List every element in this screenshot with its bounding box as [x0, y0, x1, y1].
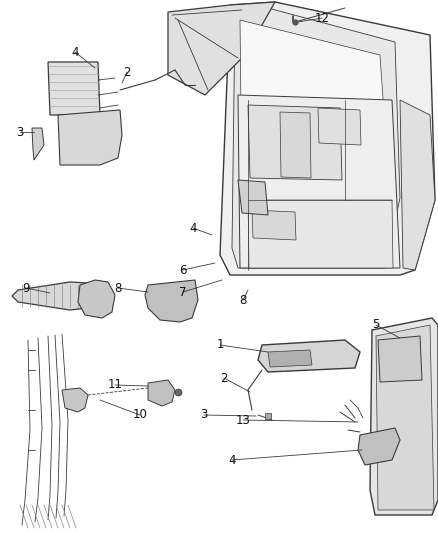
Polygon shape [268, 350, 312, 367]
Bar [408, 128, 414, 134]
Polygon shape [12, 282, 92, 310]
Text: 3: 3 [200, 408, 208, 422]
Polygon shape [78, 280, 115, 318]
Circle shape [382, 437, 388, 443]
Bar [408, 203, 414, 209]
Polygon shape [238, 180, 268, 215]
Polygon shape [220, 2, 435, 275]
Circle shape [367, 439, 373, 445]
Circle shape [382, 344, 389, 351]
Circle shape [414, 367, 421, 374]
Text: 4: 4 [71, 45, 79, 59]
Polygon shape [148, 380, 175, 406]
Circle shape [270, 350, 286, 366]
Circle shape [377, 445, 383, 451]
Bar [410, 153, 416, 159]
Polygon shape [48, 62, 100, 115]
Polygon shape [168, 2, 275, 95]
Text: 12: 12 [314, 12, 329, 25]
Bar [408, 178, 414, 184]
Circle shape [403, 342, 410, 349]
Polygon shape [252, 210, 296, 240]
Circle shape [382, 372, 389, 378]
Polygon shape [378, 336, 422, 382]
Polygon shape [62, 388, 88, 412]
Polygon shape [358, 428, 400, 465]
Text: 5: 5 [372, 319, 380, 332]
Text: 10: 10 [133, 408, 148, 422]
Text: 2: 2 [220, 372, 228, 384]
Polygon shape [248, 105, 342, 180]
Polygon shape [318, 108, 361, 145]
Text: 2: 2 [123, 66, 131, 78]
Polygon shape [238, 95, 400, 268]
Circle shape [184, 306, 192, 314]
Text: 8: 8 [239, 294, 247, 306]
Circle shape [154, 308, 162, 316]
Polygon shape [258, 340, 360, 372]
Text: 9: 9 [22, 281, 30, 295]
Polygon shape [145, 280, 198, 322]
Text: 3: 3 [16, 125, 24, 139]
Bar [408, 228, 414, 234]
Polygon shape [400, 100, 435, 270]
Polygon shape [232, 8, 400, 268]
Text: 4: 4 [228, 454, 236, 466]
Polygon shape [248, 200, 393, 268]
Circle shape [308, 153, 372, 217]
Text: 6: 6 [179, 263, 187, 277]
Bar [408, 250, 414, 256]
Polygon shape [58, 110, 122, 165]
Polygon shape [32, 128, 44, 160]
Text: 1: 1 [216, 338, 224, 351]
Text: 7: 7 [179, 286, 187, 298]
Text: 11: 11 [107, 378, 123, 392]
Text: 4: 4 [189, 222, 197, 235]
Polygon shape [240, 20, 390, 200]
Polygon shape [376, 325, 434, 510]
Polygon shape [280, 112, 311, 178]
Text: 13: 13 [236, 414, 251, 426]
Polygon shape [370, 318, 438, 515]
Text: 8: 8 [114, 281, 122, 295]
